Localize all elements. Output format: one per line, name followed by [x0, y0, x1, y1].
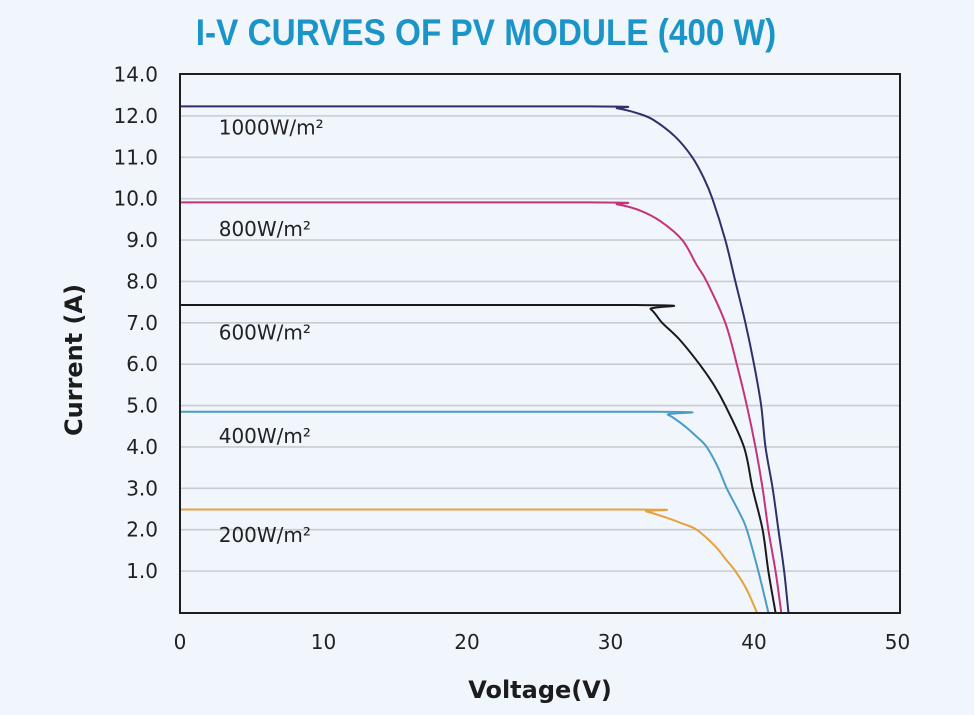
series-line-600w: [179, 304, 777, 613]
x-tick-label: 0: [174, 630, 187, 654]
y-axis-ticks: 1.0 2.0 3.0 4.0 5.0 6.0 7.0 8.0 9.0 10.0 11.0 12.0 1…: [113, 63, 158, 584]
y-tick-label: 4.0: [126, 435, 158, 459]
series-label: 400W/m²: [219, 424, 311, 448]
y-tick-label: 3.0: [126, 476, 158, 500]
series-line-400w: [180, 410, 770, 613]
y-tick-label: 2.0: [126, 518, 158, 542]
y-tick-label: 7.0: [126, 311, 158, 335]
x-tick-label: 50: [885, 630, 910, 654]
y-tick-label: 10.0: [113, 187, 158, 211]
y-tick-label: 9.0: [126, 228, 158, 252]
y-tick-label: 6.0: [126, 352, 158, 376]
x-axis-title: Voltage(V): [468, 676, 612, 704]
curves: [179, 105, 790, 613]
y-tick-label: 8.0: [126, 269, 158, 293]
curve-labels: 1000W/m² 800W/m² 600W/m² 400W/m² 200W/m²: [219, 116, 324, 548]
x-tick-label: 40: [741, 630, 766, 654]
y-tick-label: 12.0: [113, 104, 158, 128]
series-label: 1000W/m²: [219, 116, 324, 140]
series-label: 800W/m²: [219, 217, 311, 241]
chart-title: I-V CURVES OF PV MODULE (400 W): [195, 12, 777, 53]
y-tick-label: 1.0: [126, 559, 158, 583]
plot-frame: [179, 73, 901, 614]
x-tick-label: 10: [311, 630, 336, 654]
y-tick-label: 5.0: [126, 394, 158, 418]
series-line-800w: [179, 201, 783, 613]
series-line-200w: [180, 508, 758, 613]
series-line-1000w: [180, 105, 790, 613]
y-tick-label: 14.0: [113, 63, 158, 87]
y-axis-title: Current (A): [60, 284, 88, 436]
series-label: 600W/m²: [219, 320, 311, 344]
gridlines: [180, 115, 900, 572]
y-tick-label: 11.0: [113, 145, 158, 169]
x-axis-ticks: 0 10 20 30 40 50: [174, 630, 911, 654]
x-tick-label: 30: [598, 630, 623, 654]
series-label: 200W/m²: [219, 523, 311, 547]
x-tick-label: 20: [454, 630, 479, 654]
